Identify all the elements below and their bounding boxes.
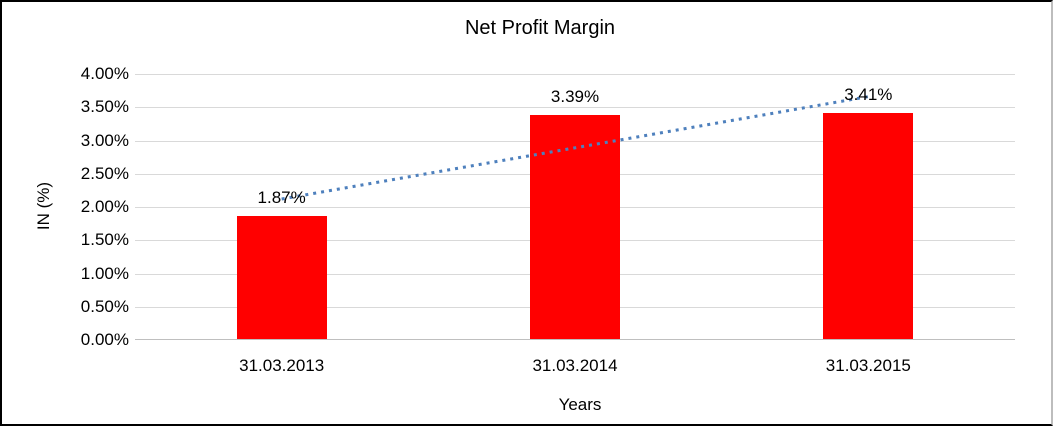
y-tick-label: 1.50% [80, 230, 129, 250]
bar-value-label: 3.41% [844, 85, 893, 105]
gridline [135, 107, 1015, 109]
bar-value-label: 3.39% [550, 86, 600, 106]
chart-title: Net Profit Margin [464, 17, 616, 39]
x-tick-label: 31.03.2014 [532, 356, 618, 375]
bar [823, 113, 914, 339]
gridline [135, 74, 1015, 75]
y-tick-label: 0.50% [80, 296, 129, 316]
y-tick-label: 1.00% [80, 263, 129, 283]
x-axis-title: Years [558, 395, 602, 414]
bar [236, 215, 327, 339]
y-tick-label: 0.00% [80, 330, 129, 349]
y-tick-label: 2.50% [80, 163, 129, 183]
bar-value-label: 1.87% [257, 187, 306, 207]
y-tick-label: 2.00% [80, 197, 129, 216]
x-tick-label: 31.03.2013 [239, 356, 325, 375]
y-tick-label: 3.00% [80, 130, 129, 150]
x-axis-line [135, 339, 1015, 340]
x-tick-label: 31.03.2015 [825, 356, 911, 375]
y-tick-label: 3.50% [80, 97, 129, 117]
bar [530, 114, 620, 339]
y-tick-label: 4.00% [80, 64, 129, 83]
plot-area: 1.87% 3.39% 3.41% [135, 74, 1015, 340]
